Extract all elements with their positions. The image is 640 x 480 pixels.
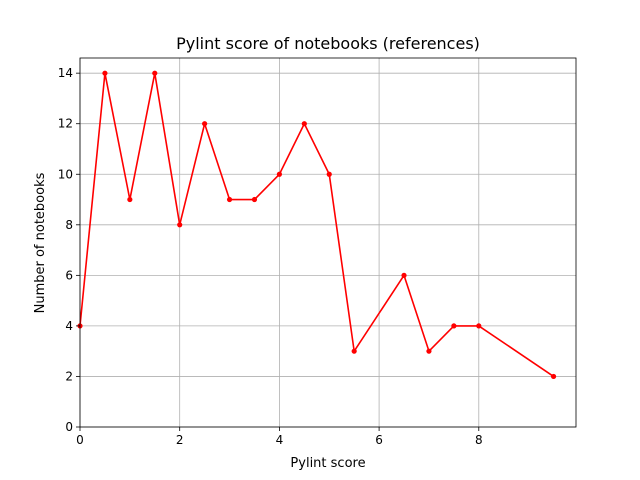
x-tick-label: 8 — [475, 433, 483, 447]
data-point — [550, 373, 557, 380]
series-layer — [77, 70, 557, 380]
data-point — [426, 348, 432, 354]
data-point — [152, 70, 158, 76]
x-tick-label: 2 — [176, 433, 184, 447]
data-point — [451, 323, 457, 329]
data-point — [301, 121, 307, 127]
data-point — [326, 171, 332, 177]
x-tick-label: 4 — [276, 433, 284, 447]
y-tick-label: 12 — [58, 117, 73, 131]
y-axis-label: Number of notebooks — [33, 172, 48, 313]
plot-frame — [79, 57, 577, 428]
chart-title: Pylint score of notebooks (references) — [176, 34, 480, 53]
y-tick-label: 0 — [65, 420, 73, 434]
y-tick-label: 2 — [65, 369, 73, 383]
x-tick-label: 0 — [76, 433, 84, 447]
data-point — [476, 323, 482, 329]
y-tick-label: 10 — [58, 167, 73, 181]
data-point — [226, 196, 233, 203]
data-point — [102, 70, 108, 76]
y-tick-label: 14 — [58, 66, 73, 80]
data-point — [276, 171, 282, 177]
x-axis-label: Pylint score — [290, 456, 365, 471]
y-tick-label: 6 — [65, 268, 73, 282]
data-point — [202, 121, 208, 127]
data-point — [401, 272, 407, 278]
data-point — [351, 348, 357, 354]
x-tick-label: 6 — [375, 433, 383, 447]
tick-layer: 0 2 4 6 8 0 2 4 6 8 10 12 14 — [58, 66, 483, 447]
data-point — [177, 222, 183, 228]
data-point — [127, 196, 133, 203]
data-point — [251, 196, 258, 203]
y-tick-label: 4 — [65, 319, 73, 333]
y-tick-label: 8 — [65, 218, 73, 232]
